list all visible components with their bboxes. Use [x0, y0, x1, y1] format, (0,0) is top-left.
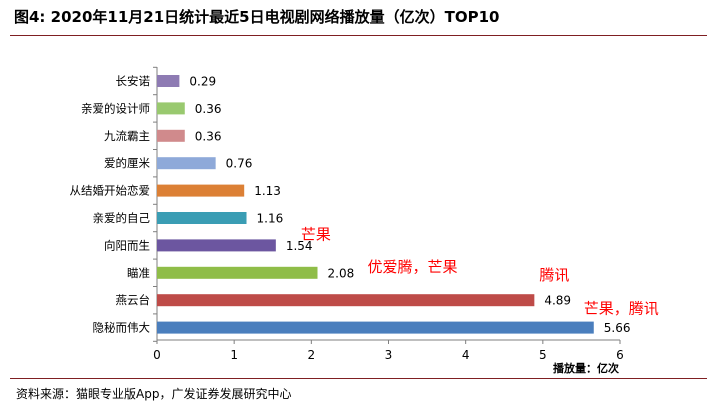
- annotation-label: 优爱腾，芒果: [368, 258, 458, 276]
- value-label: 1.54: [286, 239, 313, 253]
- category-label: 燕云台: [116, 293, 151, 307]
- bar: [157, 294, 535, 307]
- value-label: 2.08: [328, 266, 355, 280]
- annotation-label: 芒果，腾讯: [584, 300, 659, 318]
- bar: [157, 75, 180, 87]
- x-tick-label: 2: [308, 348, 316, 362]
- value-label: 0.29: [189, 75, 216, 89]
- annotation-label: 芒果: [301, 225, 331, 243]
- value-label: 4.89: [544, 294, 571, 308]
- source-divider: [10, 378, 707, 379]
- category-label: 长安诺: [116, 74, 151, 88]
- bar: [157, 102, 185, 115]
- source-note: 资料来源：猫眼专业版App，广发证券发展研究中心: [16, 387, 292, 401]
- value-label: 1.16: [257, 212, 284, 226]
- value-label: 1.13: [254, 184, 281, 198]
- annotation-label: 腾讯: [539, 266, 569, 284]
- category-label: 九流霸主: [104, 129, 150, 143]
- bar: [157, 239, 276, 252]
- value-label: 0.76: [226, 157, 253, 171]
- value-label: 0.36: [195, 129, 222, 143]
- chart-title: 图4: 2020年11月21日统计最近5日电视剧网络播放量（亿次）TOP10: [14, 8, 500, 26]
- category-label: 亲爱的自己: [93, 211, 151, 225]
- x-tick-label: 6: [616, 348, 624, 362]
- category-label: 瞄准: [127, 266, 150, 280]
- x-tick-label: 1: [230, 348, 238, 362]
- value-label: 0.36: [195, 102, 222, 116]
- x-axis-title: 播放量：亿次: [553, 361, 619, 375]
- bar: [157, 157, 216, 170]
- bar: [157, 184, 245, 197]
- category-label: 向阳而生: [104, 238, 150, 252]
- bar: [157, 129, 185, 142]
- category-label: 从结婚开始恋爱: [70, 184, 151, 198]
- x-tick-label: 3: [385, 348, 393, 362]
- x-tick-label: 0: [153, 348, 161, 362]
- title-divider: [10, 35, 707, 36]
- category-label: 爱的厘米: [104, 156, 150, 170]
- value-label: 5.66: [604, 321, 631, 335]
- bar: [157, 266, 318, 279]
- category-label: 亲爱的设计师: [81, 101, 150, 115]
- x-tick-label: 5: [539, 348, 547, 362]
- bar: [157, 212, 247, 224]
- category-label: 隐秘而伟大: [93, 321, 151, 335]
- x-tick-label: 4: [462, 348, 470, 362]
- bar: [157, 321, 594, 334]
